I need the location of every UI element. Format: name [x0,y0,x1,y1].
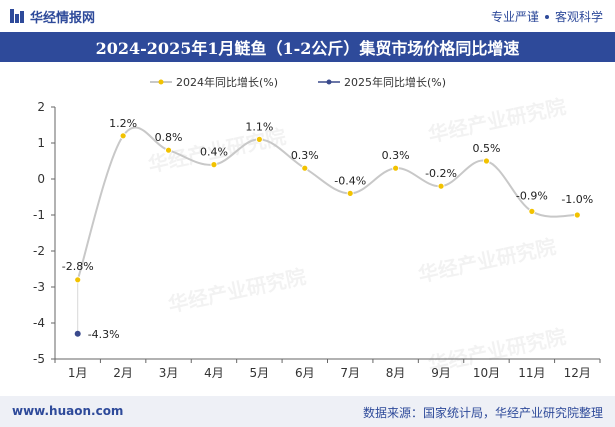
brand-name: 华经情报网 [30,10,96,26]
series-2024-data-label: 1.2% [109,117,137,130]
legend-marker-2024 [158,79,164,85]
series-2024-data-label: -2.8% [62,260,94,273]
x-tick-label: 5月 [250,366,270,380]
y-tick-label: -5 [33,352,45,366]
series-2024-point [392,164,400,172]
bar-logo-icon [10,9,24,23]
legend-marker-2025 [326,79,332,85]
brand[interactable]: 华经情报网 [10,7,96,26]
series-2024-data-label: 0.3% [291,149,319,162]
series-2024-data-label: 0.5% [472,142,500,155]
legend-label-2024: 2024年同比增长(%) [176,75,278,89]
x-tick-label: 10月 [473,366,500,380]
series-2024-data-label: 0.4% [200,146,228,159]
x-tick-label: 2月 [113,366,133,380]
series-2024-point [483,157,490,165]
series-2024-point [573,211,581,219]
series-2024-point [165,146,172,154]
y-tick-label: -4 [33,316,45,330]
series-2025-point [74,330,81,337]
y-tick-label: -3 [33,280,45,294]
legend-label-2025: 2025年同比增长(%) [344,75,446,89]
series-2024-point [210,161,218,168]
y-tick-label: 0 [37,172,45,186]
y-tick-label: 1 [37,136,45,150]
series-2024-data-label: -0.2% [425,167,457,180]
y-tick-label: -1 [33,208,45,222]
series-2024-data-label: -0.9% [516,189,548,202]
x-tick-label: 7月 [340,366,360,380]
series-2024-data-label: -0.4% [334,174,366,187]
title-bar: 2024-2025年1月鲢鱼（1-2公斤）集贸市场价格同比增速 [0,32,615,62]
series-2024-data-label: 0.3% [382,149,410,162]
dot-separator-icon [544,14,549,19]
website-link[interactable]: www.huaon.com [12,404,124,418]
series-2024-point [346,189,354,197]
watermark: 华经产业研究院 [426,94,568,147]
series-2024-point [301,164,309,172]
series-2024-data-label: 0.8% [155,131,183,144]
series-2024-data-label: 1.1% [245,120,273,133]
x-tick-label: 1月 [68,366,88,380]
x-tick-label: 8月 [386,366,406,380]
x-tick-label: 9月 [431,366,451,380]
series-2024-point [528,207,536,215]
slogan-left: 专业严谨 [490,10,539,24]
series-2024-point [74,276,82,284]
line-chart: 华经产业研究院华经产业研究院华经产业研究院华经产业研究院华经产业研究院2024年… [33,75,601,380]
x-tick-label: 3月 [159,366,179,380]
series-2024-point [437,182,445,190]
data-source: 数据来源：国家统计局，华经产业研究院整理 [362,406,603,420]
slogan: 专业严谨 客观科学 [491,8,603,25]
y-tick-label: -2 [33,244,45,258]
series-2025-data-label: -4.3% [88,328,120,341]
x-tick-label: 6月 [295,366,315,380]
slogan-right: 客观科学 [554,10,603,24]
series-2024-point [255,136,263,143]
top-bar: 华经情报网 专业严谨 客观科学 [0,0,615,32]
chart-title: 2024-2025年1月鲢鱼（1-2公斤）集贸市场价格同比增速 [95,39,520,58]
footer: www.huaon.com 数据来源：国家统计局，华经产业研究院整理 [0,396,615,427]
series-2024-data-label: -1.0% [561,193,593,206]
x-tick-label: 4月 [204,366,224,380]
y-tick-label: 2 [37,100,45,114]
series-2024-point [119,132,127,140]
x-tick-label: 11月 [518,366,545,380]
watermark: 华经产业研究院 [416,234,558,287]
x-tick-label: 12月 [564,366,591,380]
watermark: 华经产业研究院 [166,264,308,317]
